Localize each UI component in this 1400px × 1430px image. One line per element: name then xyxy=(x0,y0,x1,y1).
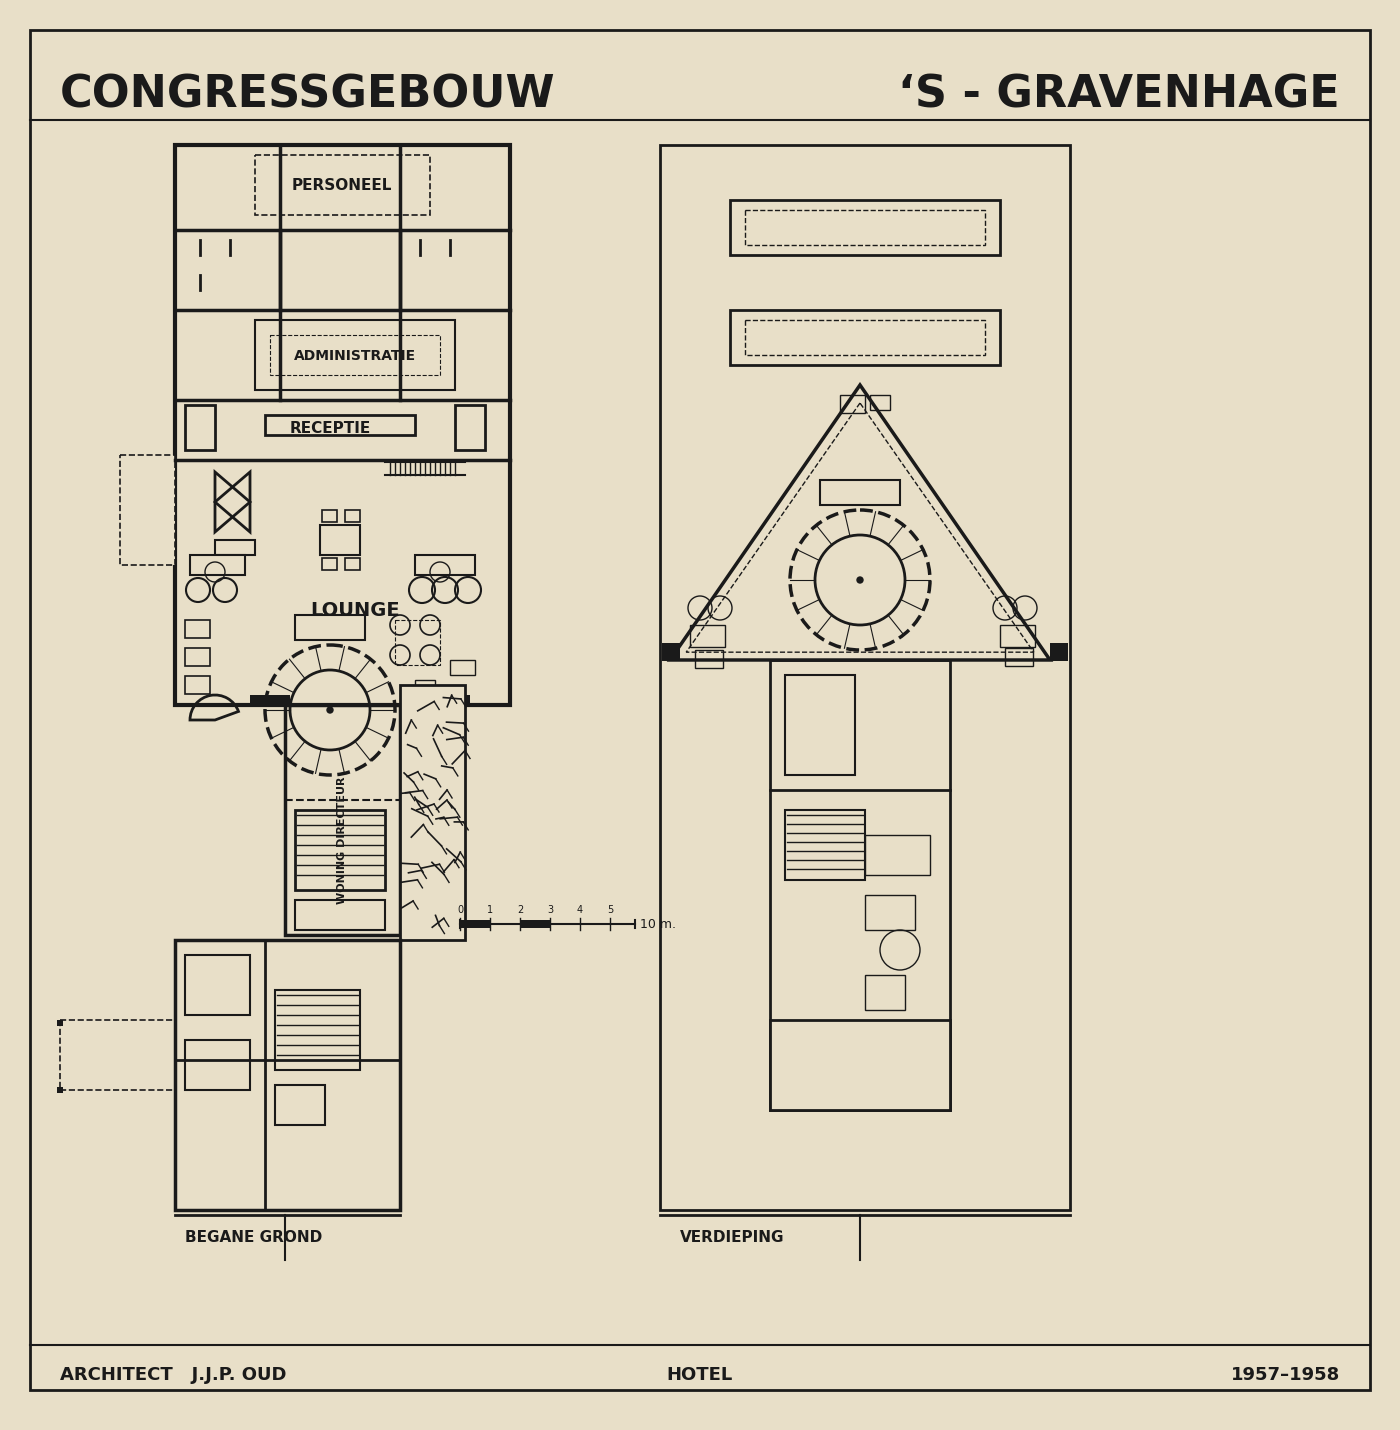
Bar xyxy=(265,415,414,435)
Bar xyxy=(729,310,1000,365)
Bar xyxy=(785,809,865,879)
Bar xyxy=(455,405,484,450)
Bar xyxy=(414,681,435,705)
Text: 4: 4 xyxy=(577,905,582,915)
Circle shape xyxy=(857,576,862,583)
Text: ‘S - GRAVENHAGE: ‘S - GRAVENHAGE xyxy=(899,73,1340,116)
Text: 5: 5 xyxy=(606,905,613,915)
Bar xyxy=(185,955,251,1015)
Bar xyxy=(255,320,455,390)
Text: RECEPTIE: RECEPTIE xyxy=(290,420,371,436)
Bar xyxy=(1005,648,1033,666)
Text: 10 m.: 10 m. xyxy=(640,918,676,931)
Bar xyxy=(690,625,725,646)
Bar xyxy=(295,809,385,889)
Text: 0: 0 xyxy=(456,905,463,915)
Bar xyxy=(57,1020,63,1025)
Bar xyxy=(274,990,360,1070)
Bar xyxy=(344,558,360,571)
Bar xyxy=(185,621,210,638)
Text: LOUNGE: LOUNGE xyxy=(311,601,400,619)
Bar xyxy=(57,1087,63,1093)
Bar xyxy=(865,975,904,1010)
Text: 1: 1 xyxy=(487,905,493,915)
Text: BEGANE GROND: BEGANE GROND xyxy=(185,1230,322,1246)
Bar xyxy=(344,511,360,522)
Bar xyxy=(414,555,475,575)
Bar xyxy=(286,705,400,935)
Bar xyxy=(659,144,1070,1210)
Bar xyxy=(295,615,365,641)
Text: ARCHITECT   J.J.P. OUD: ARCHITECT J.J.P. OUD xyxy=(60,1366,287,1384)
Bar xyxy=(395,621,440,665)
Bar xyxy=(770,661,951,1110)
Bar xyxy=(120,455,175,565)
Bar xyxy=(185,648,210,666)
Bar xyxy=(490,919,519,928)
Bar xyxy=(322,558,337,571)
Bar xyxy=(185,1040,251,1090)
Bar xyxy=(185,405,216,450)
Bar xyxy=(175,940,400,1210)
Bar xyxy=(251,695,290,704)
Bar xyxy=(190,555,245,575)
Bar xyxy=(745,320,986,355)
Bar xyxy=(694,651,722,668)
Bar xyxy=(270,335,440,375)
Bar xyxy=(295,899,385,930)
Bar xyxy=(175,144,510,705)
Circle shape xyxy=(328,706,333,714)
Text: CONGRESSGEBOUW: CONGRESSGEBOUW xyxy=(60,73,556,116)
Bar xyxy=(865,895,916,930)
Bar xyxy=(785,675,855,775)
Text: WONING DIRECTEUR: WONING DIRECTEUR xyxy=(337,776,347,904)
Bar xyxy=(662,644,680,661)
Bar xyxy=(745,210,986,245)
Bar xyxy=(255,154,430,214)
Bar xyxy=(820,480,900,505)
Bar xyxy=(449,661,475,675)
Text: 2: 2 xyxy=(517,905,524,915)
Bar xyxy=(400,685,465,940)
Bar xyxy=(770,1020,951,1110)
Bar xyxy=(1000,625,1035,646)
Text: ADMINISTRATIE: ADMINISTRATIE xyxy=(294,349,416,363)
Text: 3: 3 xyxy=(547,905,553,915)
Bar xyxy=(321,525,360,555)
Text: 1957–1958: 1957–1958 xyxy=(1231,1366,1340,1384)
Bar xyxy=(840,395,865,413)
Bar xyxy=(430,695,470,704)
Bar xyxy=(185,676,210,694)
Bar xyxy=(216,541,255,555)
Text: VERDIEPING: VERDIEPING xyxy=(680,1230,784,1246)
Text: PERSONEEL: PERSONEEL xyxy=(291,177,392,193)
Bar xyxy=(1050,644,1068,661)
Bar xyxy=(729,200,1000,255)
Bar xyxy=(322,511,337,522)
Bar xyxy=(865,835,930,875)
Bar xyxy=(869,395,890,410)
Bar xyxy=(519,919,550,928)
Text: HOTEL: HOTEL xyxy=(666,1366,734,1384)
Bar xyxy=(274,1085,325,1125)
Bar xyxy=(461,919,490,928)
